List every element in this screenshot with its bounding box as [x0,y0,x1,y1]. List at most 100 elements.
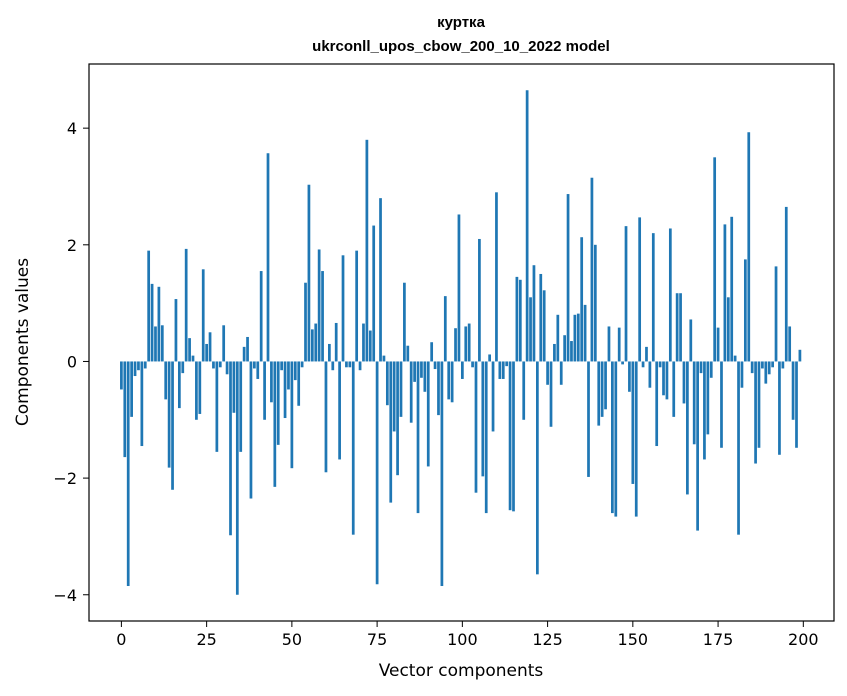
bar-194 [781,361,785,369]
bar-33 [232,361,236,413]
bar-154 [645,346,648,362]
bar-58 [317,249,321,362]
bar-25 [205,343,208,362]
bar-164 [679,293,682,362]
y-tick-label: −4 [53,586,77,605]
bar-104 [474,361,478,493]
bar-105 [478,238,481,362]
bar-114 [508,361,512,511]
bar-183 [743,259,747,362]
x-tick-label: 50 [282,630,302,649]
bar-45 [273,361,277,487]
bar-63 [334,322,338,362]
bar-75 [375,361,379,585]
bar-131 [566,194,570,362]
x-tick-label: 100 [447,630,478,649]
bar-83 [403,282,406,362]
bar-74 [372,225,376,362]
bar-60 [324,361,328,473]
bar-94 [440,361,444,587]
bar-29 [218,361,222,368]
bar-61 [328,343,331,362]
bar-54 [304,282,307,362]
y-axis-ticks: −4 −2 0 2 4 [53,119,89,605]
bar-180 [733,355,737,362]
bar-141 [600,361,604,417]
bar-132 [570,341,573,362]
bar-84 [406,345,410,362]
bar-22 [195,361,198,420]
bar-117 [518,279,522,362]
bar-123 [539,273,543,362]
x-axis-ticks: 0 25 50 75 100 125 150 175 200 [116,621,819,649]
bar-189 [764,361,768,384]
x-tick-label: 175 [703,630,734,649]
bar-145 [614,361,618,517]
bar-113 [505,361,509,367]
bar-36 [242,346,246,362]
bar-95 [443,296,447,362]
bar-150 [631,361,635,484]
bar-176 [720,361,723,448]
bar-147 [621,361,624,365]
bar-56 [310,329,314,362]
bar-195 [784,206,788,362]
bar-198 [795,361,798,448]
bar-165 [682,361,686,404]
bar-110 [495,192,498,362]
bar-88 [420,361,423,378]
bar-127 [553,343,556,362]
chart-title-group: куртка ukrconll_upos_cbow_200_10_2022 mo… [312,14,610,55]
bar-137 [587,361,590,477]
bar-197 [791,361,795,420]
bar-152 [638,217,642,362]
bar-32 [229,361,232,536]
bar-30 [222,325,226,362]
bar-170 [699,361,703,374]
bar-134 [576,313,580,362]
bar-185 [750,361,754,374]
bar-190 [767,361,771,375]
chart-subtitle: ukrconll_upos_cbow_200_10_2022 model [312,38,610,55]
bar-1 [123,361,127,458]
bar-157 [655,361,659,447]
bar-179 [730,216,734,362]
bar-112 [501,361,505,379]
x-tick-label: 0 [116,630,126,649]
bar-140 [597,361,601,426]
bar-120 [529,297,532,362]
bar-79 [389,361,393,503]
x-tick-label: 75 [367,630,387,649]
bar-41 [259,271,263,362]
bar-133 [573,314,577,362]
bar-107 [484,361,488,514]
bar-27 [212,361,215,369]
x-tick-label: 200 [788,630,819,649]
bar-142 [604,361,607,410]
bar-40 [256,361,260,379]
bar-139 [593,244,597,362]
bar-181 [737,361,740,535]
bar-171 [703,361,706,460]
bar-66 [345,361,348,368]
bar-169 [696,361,699,531]
bar-81 [396,361,399,476]
bar-76 [379,198,382,362]
bar-69 [355,250,359,362]
bar-44 [270,361,273,403]
bar-37 [246,336,249,362]
chart-title: куртка [437,14,485,31]
bar-35 [239,361,243,452]
bar-188 [761,361,764,369]
bar-166 [686,361,689,495]
bar-177 [723,224,727,362]
bar-186 [754,361,757,464]
bar-101 [464,326,468,362]
bar-14 [167,361,171,468]
bar-199 [798,349,802,362]
bar-23 [198,361,202,414]
bar-71 [362,323,365,362]
bar-182 [740,361,744,388]
bar-64 [338,361,341,460]
bar-3 [130,361,133,417]
